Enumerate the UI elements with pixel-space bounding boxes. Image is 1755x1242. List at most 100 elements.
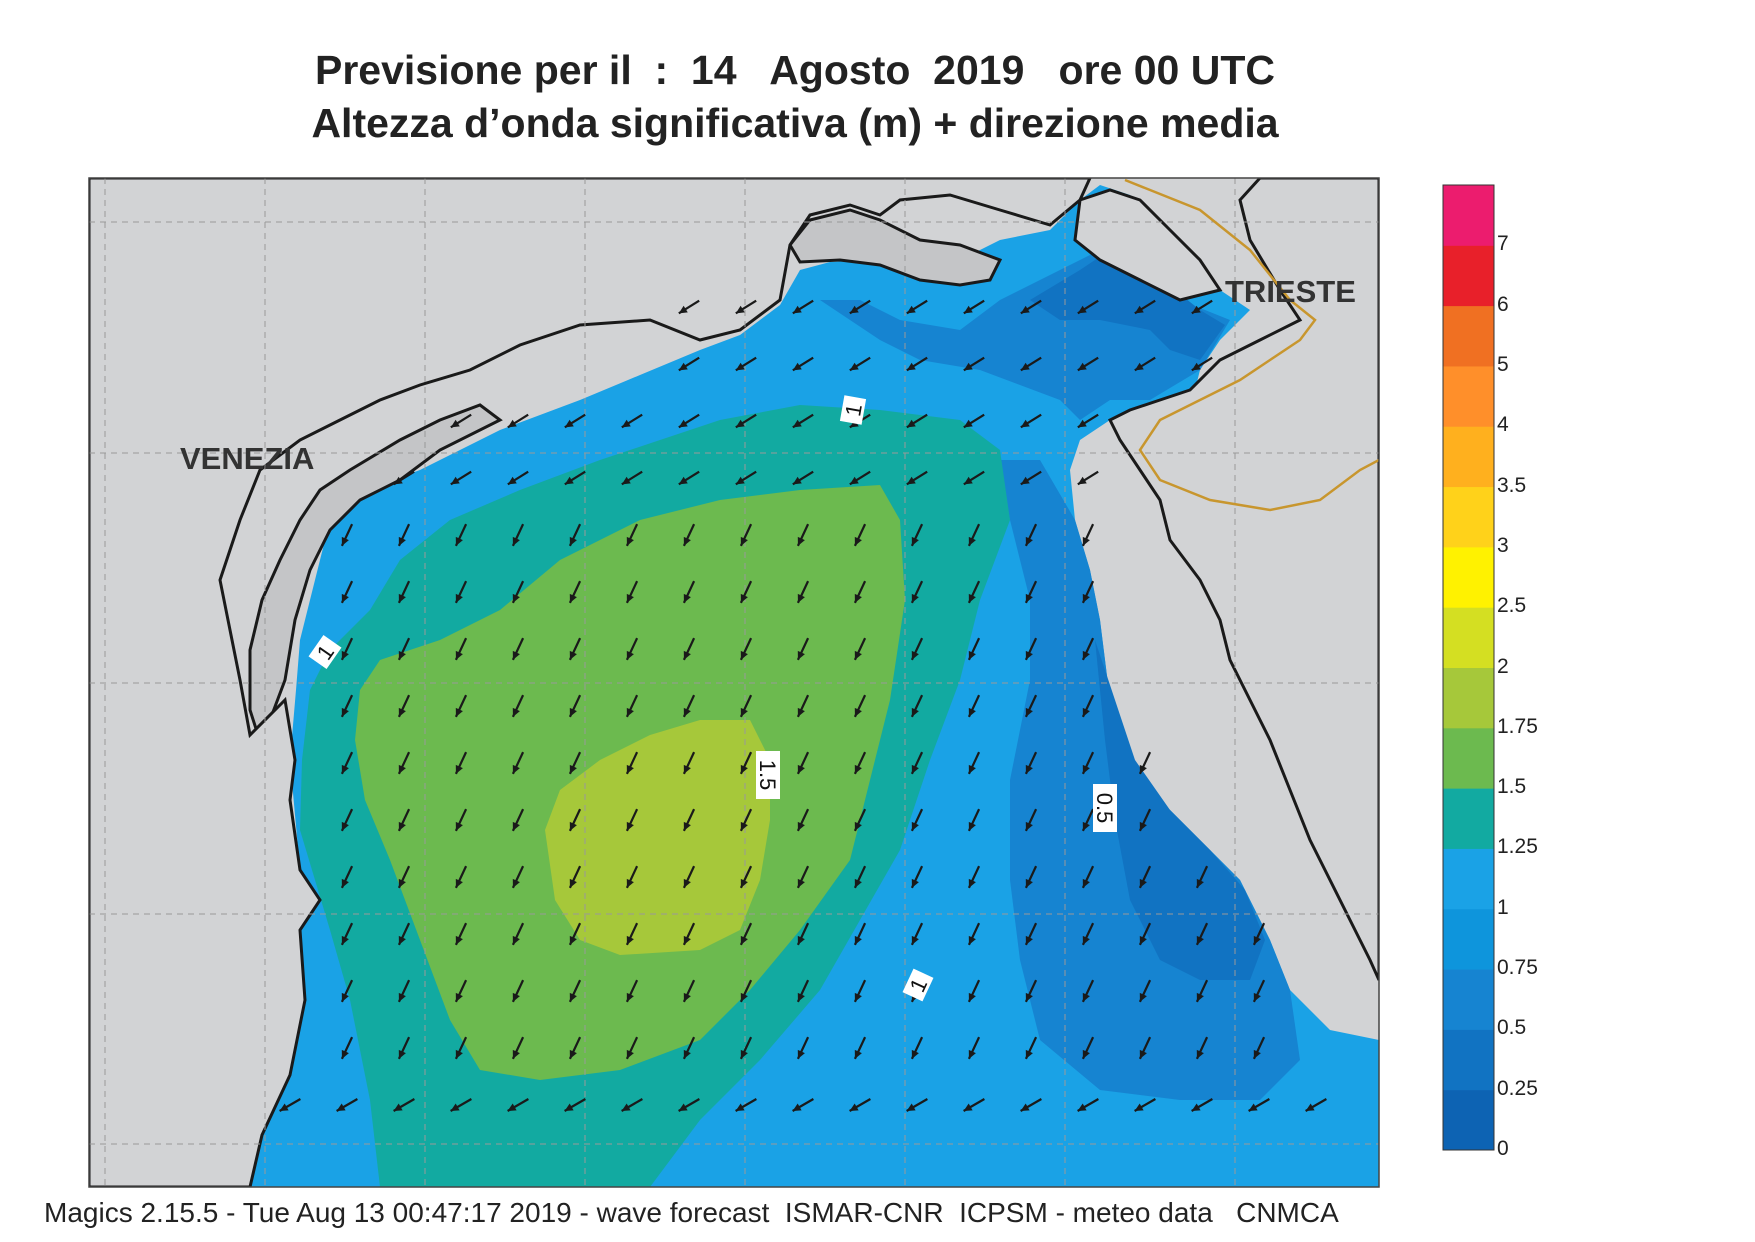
wave-arrow-head [963, 305, 973, 314]
wave-arrow-head [740, 878, 748, 888]
legend-label: 3 [1497, 533, 1509, 557]
legend-label: 2.5 [1497, 594, 1527, 618]
wave-arrow-head [849, 305, 859, 314]
wave-arrow-head [1020, 362, 1030, 371]
wave-arrow-head [398, 1049, 406, 1059]
wave-arrow-head [626, 764, 634, 774]
wave-arrow-head [906, 476, 916, 485]
wave-arrow-head [849, 419, 859, 428]
wave-arrow-head [797, 1049, 805, 1059]
wave-arrow-head [1025, 992, 1033, 1002]
legend-swatch [1443, 848, 1494, 910]
wave-arrow-head [911, 1049, 919, 1059]
wave-arrow-head [507, 476, 517, 485]
wave-arrow-head [683, 764, 691, 774]
wave-arrow-head [854, 1049, 862, 1059]
legend-label: 1 [1497, 895, 1509, 919]
contour-label-0-5: 0.5 [1092, 784, 1117, 832]
wave-arrow-head [1196, 878, 1204, 888]
wave-arrow-head [735, 1103, 745, 1111]
wave-arrow-head [626, 536, 634, 546]
wave-arrow-head [398, 536, 406, 546]
legend-swatch [1443, 245, 1494, 307]
map-title-line1: Previsione per il : 14 Agosto 2019 ore 0… [314, 47, 1276, 93]
wave-arrow-head [569, 593, 577, 603]
wave-arrow-head [683, 650, 691, 660]
wave-arrow-head [740, 707, 748, 717]
wave-arrow-head [906, 362, 916, 371]
wave-arrow-head [279, 1103, 289, 1111]
wave-arrow-head [740, 992, 748, 1002]
legend-swatch [1443, 969, 1494, 1030]
wave-arrow-head [341, 650, 349, 660]
wave-arrow-head [792, 362, 802, 371]
wave-arrow-head [1139, 1049, 1147, 1059]
legend-label: 0 [1497, 1137, 1509, 1160]
wave-arrow-head [792, 419, 802, 428]
wave-arrow-head [683, 935, 691, 945]
legend-swatch [1443, 185, 1494, 246]
wave-arrow-head [740, 593, 748, 603]
wave-arrow-head [341, 536, 349, 546]
wave-arrow-head [569, 992, 577, 1002]
wave-arrow-head [398, 707, 406, 717]
wave-arrow-head [683, 878, 691, 888]
wave-arrow-head [740, 821, 748, 831]
legend-label: 0.75 [1497, 956, 1538, 980]
wave-arrow-head [906, 305, 916, 314]
wave-arrow-head [1025, 764, 1033, 774]
wave-arrow-head [854, 878, 862, 888]
wave-arrow-head [683, 707, 691, 717]
wave-arrow-head [393, 1103, 403, 1111]
wave-arrow-head [1025, 707, 1033, 717]
wave-arrow-head [678, 362, 688, 371]
wave-arrow-head [683, 1049, 691, 1059]
legend-label: 0.25 [1497, 1076, 1538, 1100]
wave-arrow-head [1025, 536, 1033, 546]
wave-arrow-head [678, 476, 688, 485]
legend-swatch [1443, 607, 1494, 668]
wave-arrow-head [678, 305, 688, 314]
legend-label: 4 [1497, 413, 1509, 437]
wave-arrow-head [797, 992, 805, 1002]
wave-arrow-head [512, 536, 520, 546]
wave-arrow-head [963, 362, 973, 371]
wave-arrow-head [1077, 419, 1087, 428]
legend-label: 6 [1497, 292, 1509, 316]
wave-arrow-head [854, 650, 862, 660]
wave-arrow-head [968, 1049, 976, 1059]
wave-arrow-head [854, 992, 862, 1002]
wave-arrow-head [1139, 878, 1147, 888]
wave-arrow-head [1191, 362, 1201, 371]
legend-label: 7 [1497, 232, 1509, 256]
sea-zone-1-75 [545, 720, 770, 955]
wave-arrow-head [398, 878, 406, 888]
wave-arrow-head [1253, 992, 1261, 1002]
wave-arrow-head [740, 935, 748, 945]
wave-arrow-head [341, 821, 349, 831]
contour-label-1-north: 1 [839, 395, 867, 425]
wave-arrow-head [1134, 362, 1144, 371]
wave-arrow-head [963, 1103, 973, 1111]
wave-arrow-head [1248, 1103, 1258, 1111]
wave-arrow-head [1082, 650, 1090, 660]
legend-label: 5 [1497, 352, 1509, 376]
legend-label: 0.5 [1497, 1016, 1527, 1040]
wave-arrow-head [854, 935, 862, 945]
wave-arrow-head [507, 1103, 517, 1111]
wave-arrow-head [1082, 764, 1090, 774]
wave-arrow-head [854, 593, 862, 603]
wave-arrow-head [1077, 305, 1087, 314]
wave-arrow-head [398, 821, 406, 831]
legend-swatch [1443, 486, 1494, 548]
wave-arrow-head [683, 992, 691, 1002]
wave-arrow-head [564, 476, 574, 485]
wave-arrow-head [854, 707, 862, 717]
wave-arrow-head [911, 821, 919, 831]
wave-arrow-head [1025, 821, 1033, 831]
land-north-gulf [1073, 188, 1223, 302]
wave-arrow-head [341, 878, 349, 888]
wave-arrow-head [398, 992, 406, 1002]
wave-arrow-head [797, 707, 805, 717]
wave-arrow-head [455, 707, 463, 717]
